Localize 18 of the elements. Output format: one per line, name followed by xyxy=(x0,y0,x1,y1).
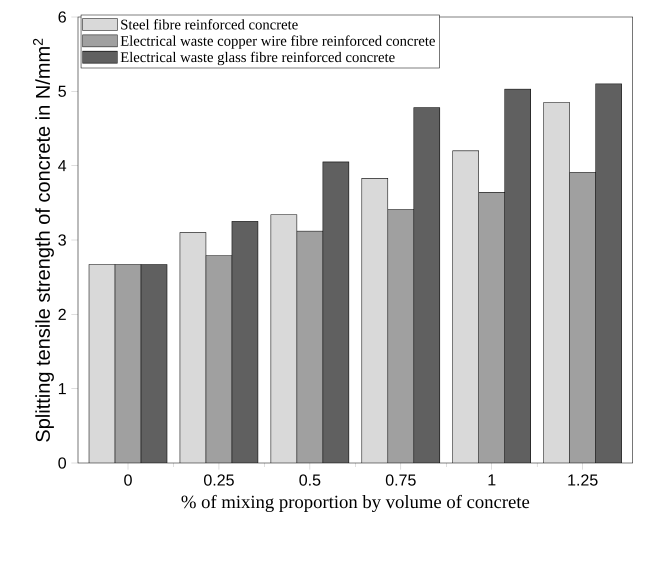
y-tick-label: 5 xyxy=(58,86,66,97)
y-tick-label: 3 xyxy=(58,234,66,246)
legend-label: Electrical waste copper wire fibre reinforced concrete xyxy=(120,35,435,49)
x-tick-label: 1 xyxy=(488,474,496,486)
x-axis-title: % of mixing proportion by volume of concrete xyxy=(182,494,530,512)
y-tick-label: 6 xyxy=(58,11,66,23)
x-tick-label: 0 xyxy=(124,474,132,486)
x-tick-label: 0.75 xyxy=(386,474,416,486)
legend-label: Steel fibre reinforced concrete xyxy=(121,19,298,30)
y-axis-title: Splitting tensile strength of concrete in N/mm$^{2}$ xyxy=(33,38,54,442)
y-tick-label: 2 xyxy=(58,308,66,320)
y-tick-label: 1 xyxy=(58,383,66,394)
y-tick-label: 4 xyxy=(58,160,66,172)
y-tick-label: 0 xyxy=(58,457,66,469)
x-tick-label: 0.5 xyxy=(299,474,320,486)
legend-label: Electrical waste glass fibre reinforced concrete xyxy=(120,52,395,66)
x-tick-label: 0.25 xyxy=(204,474,234,486)
x-tick-label: 1.25 xyxy=(568,474,598,486)
